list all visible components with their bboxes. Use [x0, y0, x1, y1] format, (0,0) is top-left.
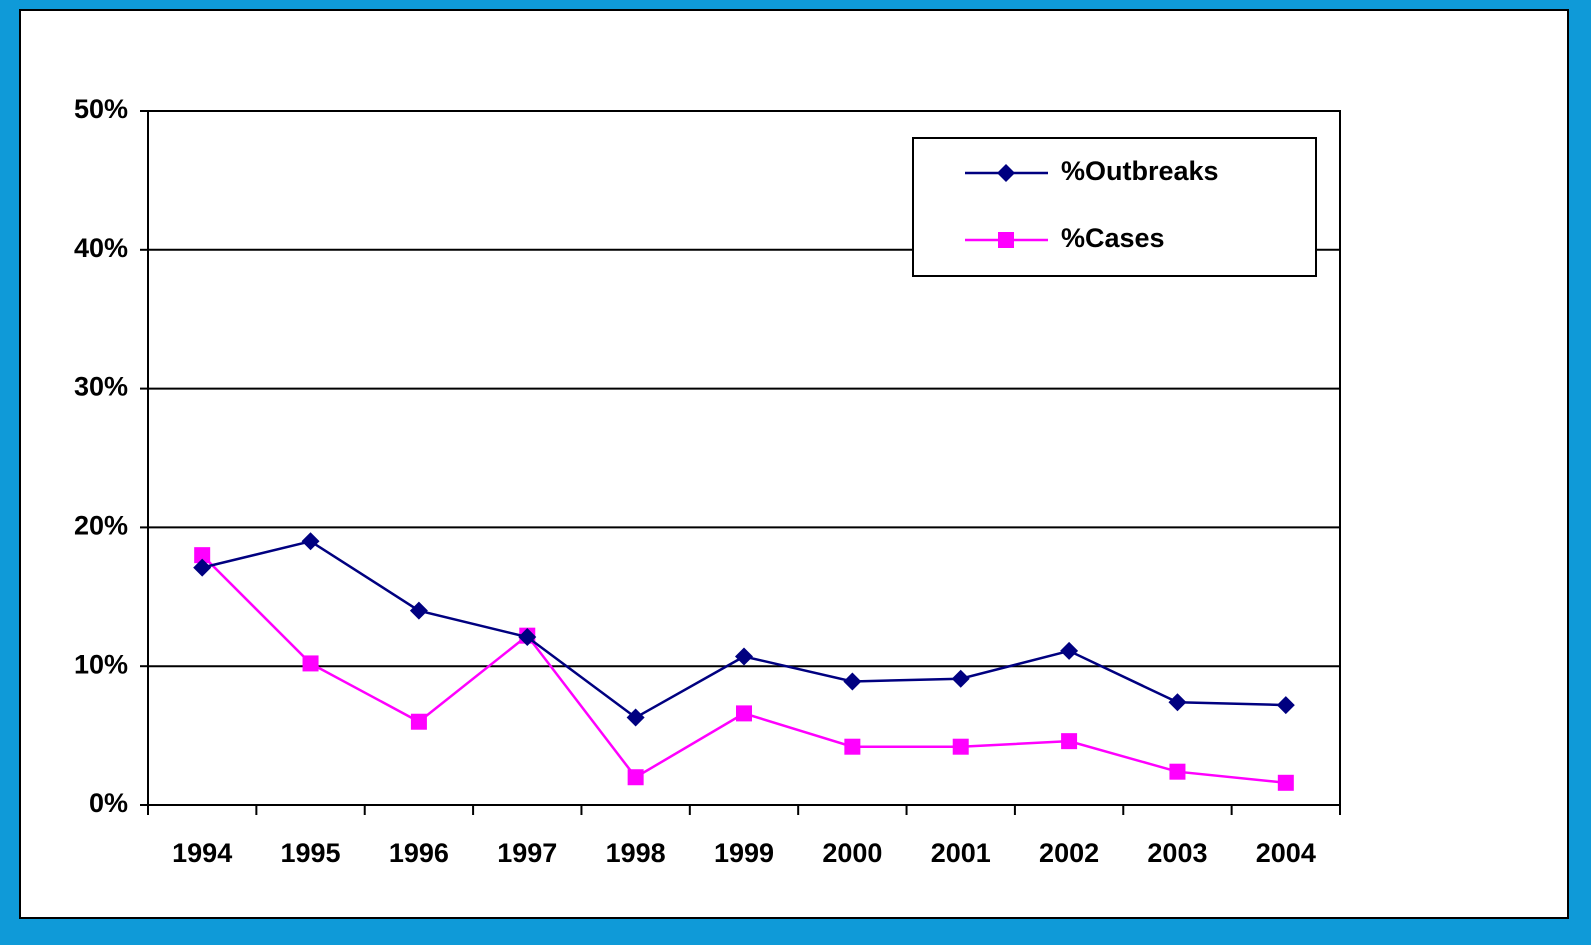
data-point: [1060, 641, 1079, 660]
x-tick-label: 1996: [389, 838, 449, 868]
legend: [912, 137, 1317, 277]
data-point: [301, 532, 320, 551]
data-point: [626, 708, 645, 727]
x-tick-label: 1995: [281, 838, 341, 868]
data-point: [1169, 763, 1186, 780]
data-point: [410, 713, 427, 730]
data-point: [1061, 733, 1078, 750]
y-tick-label: 30%: [74, 372, 128, 402]
panel: [19, 9, 1569, 919]
y-tick-label: 10%: [74, 649, 128, 679]
data-point: [1168, 693, 1187, 712]
x-tick-label: 1999: [714, 838, 774, 868]
x-tick-label: 2000: [822, 838, 882, 868]
y-tick-label: 40%: [74, 233, 128, 263]
data-point: [951, 669, 970, 688]
y-tick-label: 20%: [74, 511, 128, 541]
data-point: [409, 601, 428, 620]
legend-label: %Cases: [1061, 223, 1165, 253]
data-point: [194, 547, 211, 564]
y-tick-label: 50%: [74, 94, 128, 124]
x-tick-label: 2002: [1039, 838, 1099, 868]
data-point: [843, 672, 862, 691]
data-point: [736, 705, 752, 722]
data-point: [1277, 774, 1294, 791]
x-tick-label: 2004: [1256, 838, 1316, 868]
plot-area: [147, 110, 1341, 806]
data-point: [627, 769, 644, 786]
legend-label: %Outbreaks: [1061, 156, 1219, 186]
x-tick-label: 2003: [1147, 838, 1207, 868]
y-tick-label: 0%: [89, 788, 128, 818]
x-tick-label: 2001: [931, 838, 991, 868]
legend-marker: [997, 164, 1015, 182]
data-point: [952, 738, 969, 755]
legend-marker: [998, 232, 1014, 248]
x-tick-label: 1994: [172, 838, 232, 868]
data-point: [302, 655, 319, 672]
data-point: [518, 628, 537, 647]
data-point: [735, 647, 753, 666]
x-tick-label: 1998: [606, 838, 666, 868]
data-point: [1276, 696, 1295, 715]
data-point: [193, 558, 212, 577]
x-tick-label: 1997: [497, 838, 557, 868]
data-point: [844, 738, 861, 755]
